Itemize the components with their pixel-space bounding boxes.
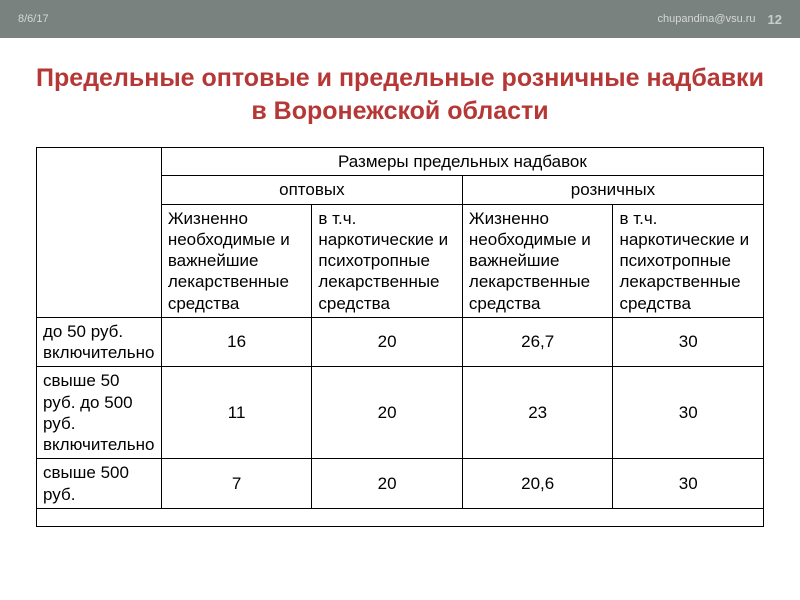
page-title: Предельные оптовые и предельные розничны…	[30, 62, 770, 127]
sub-header: в т.ч. наркотические и психотропные лека…	[312, 204, 463, 317]
cell: 7	[161, 459, 312, 509]
top-header: Размеры предельных надбавок	[161, 148, 763, 176]
markup-table: Размеры предельных надбавок оптовых розн…	[36, 147, 764, 527]
cell: 23	[462, 367, 613, 459]
cell: 20	[312, 367, 463, 459]
header-bar: 8/6/17 chupandina@vsu.ru 12	[0, 0, 800, 38]
table-row: свыше 500 руб. 7 20 20,6 30	[37, 459, 764, 509]
group-header-retail: розничных	[462, 176, 763, 204]
table-container: Размеры предельных надбавок оптовых розн…	[0, 147, 800, 527]
cell: 30	[613, 317, 764, 367]
group-header-wholesale: оптовых	[161, 176, 462, 204]
empty-corner	[37, 148, 162, 318]
cell: 26,7	[462, 317, 613, 367]
header-email: chupandina@vsu.ru	[658, 13, 756, 25]
cell: 20	[312, 459, 463, 509]
header-date: 8/6/17	[18, 13, 49, 25]
table-row: до 50 руб. включительно 16 20 26,7 30	[37, 317, 764, 367]
cell: 11	[161, 367, 312, 459]
row-label: до 50 руб. включительно	[37, 317, 162, 367]
cell: 20,6	[462, 459, 613, 509]
header-page-number: 12	[768, 12, 782, 27]
sub-header: Жизненно необходимые и важнейшие лекарст…	[462, 204, 613, 317]
sub-header: Жизненно необходимые и важнейшие лекарст…	[161, 204, 312, 317]
cell: 30	[613, 367, 764, 459]
cell: 20	[312, 317, 463, 367]
sub-header: в т.ч. наркотические и психотропные лека…	[613, 204, 764, 317]
cell: 16	[161, 317, 312, 367]
row-label: свыше 500 руб.	[37, 459, 162, 509]
cell: 30	[613, 459, 764, 509]
row-label: свыше 50 руб. до 500 руб. включительно	[37, 367, 162, 459]
empty-cell	[37, 508, 764, 526]
header-right: chupandina@vsu.ru 12	[658, 12, 782, 27]
table-row: свыше 50 руб. до 500 руб. включительно 1…	[37, 367, 764, 459]
table-row-empty	[37, 508, 764, 526]
